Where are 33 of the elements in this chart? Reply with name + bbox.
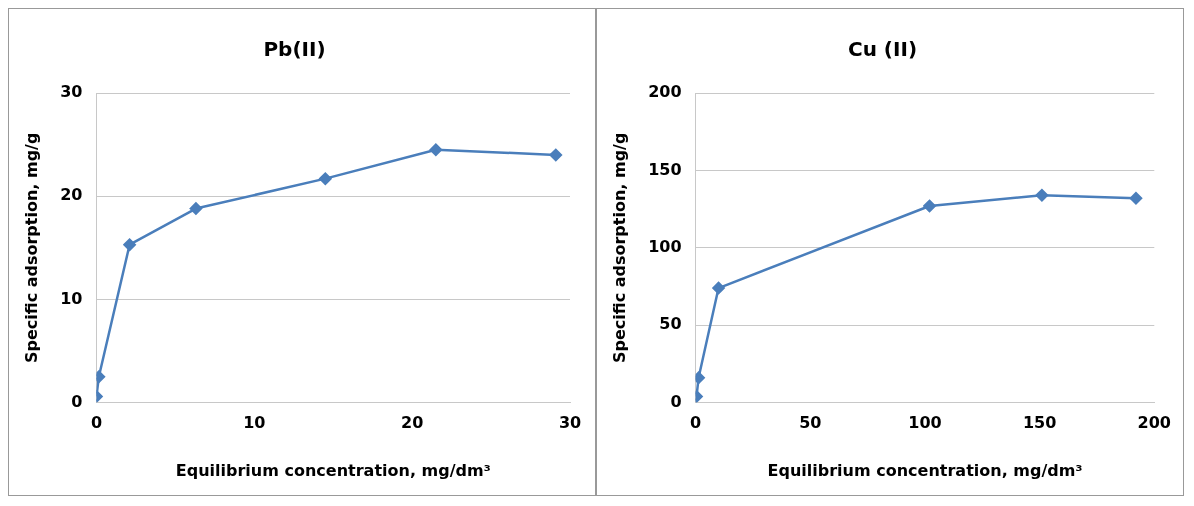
y-tick-label: 30 — [60, 82, 83, 102]
point — [123, 238, 136, 251]
y-axis-title: Specific adsorption, mg/g — [21, 132, 41, 363]
y-tick-label: 20 — [60, 185, 83, 205]
x-tick-label: 10 — [243, 413, 266, 433]
x-tick-label: 100 — [908, 413, 942, 433]
point — [319, 172, 332, 185]
point — [1035, 188, 1049, 202]
x-tick-label: 150 — [1022, 413, 1057, 433]
y-axis-title: Specific adsorption, mg/g — [609, 132, 629, 363]
y-tick-label: 50 — [659, 314, 682, 334]
chart-title: Cu (II) — [847, 37, 918, 62]
x-tick-label: 0 — [90, 413, 103, 433]
y-tick-label: 0 — [670, 391, 682, 411]
x-axis-title: Equilibrium concentration, mg/dm³ — [767, 460, 1083, 480]
point — [189, 202, 203, 215]
x-tick-label: 20 — [401, 413, 424, 433]
point — [1129, 192, 1143, 205]
y-tick-label: 200 — [648, 82, 682, 102]
y-tick-label: 10 — [60, 288, 83, 308]
chart-title: Pb(II) — [263, 37, 326, 62]
y-tick-label: 100 — [648, 236, 682, 256]
x-axis-title: Equilibrium concentration, mg/dm³ — [175, 460, 491, 480]
point — [923, 199, 936, 213]
x-tick-label: 200 — [1137, 413, 1171, 433]
y-tick-label: 150 — [648, 159, 682, 179]
point — [429, 143, 443, 157]
x-tick-label: 50 — [799, 413, 822, 433]
point — [549, 148, 563, 162]
x-tick-label: 0 — [690, 413, 702, 433]
x-tick-label: 30 — [558, 413, 582, 433]
point — [712, 281, 725, 295]
y-tick-label: 0 — [71, 391, 83, 411]
